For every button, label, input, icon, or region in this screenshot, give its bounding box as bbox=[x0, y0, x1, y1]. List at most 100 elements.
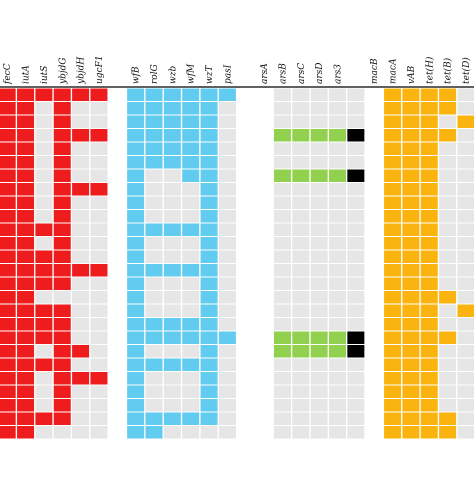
cell-present bbox=[72, 264, 90, 277]
cell-present bbox=[384, 102, 402, 115]
cell-present bbox=[17, 264, 35, 277]
cell-present bbox=[53, 115, 71, 128]
cell-present bbox=[53, 88, 71, 101]
cell-present bbox=[0, 318, 16, 331]
cell-present bbox=[402, 264, 420, 277]
cell-present bbox=[17, 115, 35, 128]
cell-present bbox=[402, 250, 420, 263]
cell-present bbox=[420, 237, 438, 250]
cell-absent bbox=[163, 196, 181, 209]
cell-present bbox=[127, 250, 145, 263]
column-label: vAB bbox=[407, 65, 417, 84]
cell-present bbox=[384, 412, 402, 425]
cell-present bbox=[127, 358, 145, 371]
cell-absent bbox=[163, 426, 181, 439]
cell-absent bbox=[90, 196, 108, 209]
column-label: tet(D) bbox=[461, 57, 472, 84]
cell-present bbox=[0, 291, 16, 304]
cell-absent bbox=[273, 196, 291, 209]
cell-present bbox=[384, 426, 402, 439]
cell-present bbox=[53, 412, 71, 425]
cell-present bbox=[384, 129, 402, 142]
cell-absent bbox=[329, 385, 346, 398]
cell-present bbox=[420, 385, 438, 398]
cell-absent bbox=[72, 196, 90, 209]
cell-present bbox=[420, 318, 438, 331]
cell-absent bbox=[329, 115, 346, 128]
heatmap-cells bbox=[0, 88, 474, 439]
cell-absent bbox=[90, 358, 108, 371]
cell-present bbox=[17, 250, 35, 263]
cell-present bbox=[145, 88, 163, 101]
cell-present bbox=[90, 372, 108, 385]
cell-absent bbox=[145, 304, 163, 317]
cell-present bbox=[200, 291, 218, 304]
heatmap-row bbox=[0, 129, 474, 142]
cell-absent bbox=[35, 129, 53, 142]
cell-present bbox=[17, 237, 35, 250]
cell-present bbox=[384, 237, 402, 250]
cell-present bbox=[0, 196, 16, 209]
cell-present bbox=[402, 426, 420, 439]
cell-present bbox=[420, 277, 438, 290]
cell-absent bbox=[163, 237, 181, 250]
cell-present bbox=[384, 250, 402, 263]
cell-present bbox=[200, 169, 218, 182]
cell-absent bbox=[292, 88, 310, 101]
cell-absent bbox=[347, 223, 365, 236]
cell-present bbox=[127, 183, 145, 196]
column-label: wzb bbox=[168, 66, 178, 84]
cell-present bbox=[347, 169, 365, 182]
cell-present bbox=[127, 142, 145, 155]
cell-present bbox=[17, 169, 35, 182]
cell-present bbox=[182, 223, 200, 236]
cell-absent bbox=[35, 385, 53, 398]
cell-absent bbox=[35, 102, 53, 115]
heatmap-row bbox=[0, 385, 474, 398]
cell-present bbox=[384, 223, 402, 236]
cell-present bbox=[53, 277, 71, 290]
cell-present bbox=[402, 156, 420, 169]
heatmap-row bbox=[0, 223, 474, 236]
cell-present bbox=[420, 304, 438, 317]
cell-present bbox=[420, 345, 438, 358]
cell-present bbox=[439, 426, 457, 439]
cell-absent bbox=[329, 318, 346, 331]
cell-present bbox=[273, 169, 291, 182]
cell-present bbox=[402, 385, 420, 398]
cell-absent bbox=[310, 399, 328, 412]
cell-present bbox=[90, 88, 108, 101]
cell-absent bbox=[182, 250, 200, 263]
cell-absent bbox=[347, 304, 365, 317]
cell-absent bbox=[218, 291, 236, 304]
column-label: fecC bbox=[3, 63, 13, 85]
cell-present bbox=[17, 318, 35, 331]
cell-absent bbox=[218, 250, 236, 263]
cell-present bbox=[127, 331, 145, 344]
cell-present bbox=[200, 264, 218, 277]
cell-present bbox=[53, 385, 71, 398]
cell-absent bbox=[457, 264, 474, 277]
cell-present bbox=[420, 102, 438, 115]
cell-present bbox=[402, 399, 420, 412]
cell-present bbox=[420, 331, 438, 344]
column-label: arsD bbox=[315, 62, 325, 84]
cell-absent bbox=[90, 399, 108, 412]
cell-absent bbox=[329, 250, 346, 263]
cell-present bbox=[35, 88, 53, 101]
cell-present bbox=[402, 237, 420, 250]
cell-absent bbox=[218, 237, 236, 250]
cell-present bbox=[145, 358, 163, 371]
column-label: macB bbox=[370, 58, 380, 84]
cell-present bbox=[0, 399, 16, 412]
cell-present bbox=[53, 250, 71, 263]
cell-absent bbox=[273, 115, 291, 128]
cell-present bbox=[72, 372, 90, 385]
cell-absent bbox=[457, 345, 474, 358]
cell-present bbox=[35, 277, 53, 290]
cell-present bbox=[200, 277, 218, 290]
cell-absent bbox=[310, 426, 328, 439]
cell-present bbox=[420, 399, 438, 412]
cell-present bbox=[182, 331, 200, 344]
cell-absent bbox=[35, 291, 53, 304]
